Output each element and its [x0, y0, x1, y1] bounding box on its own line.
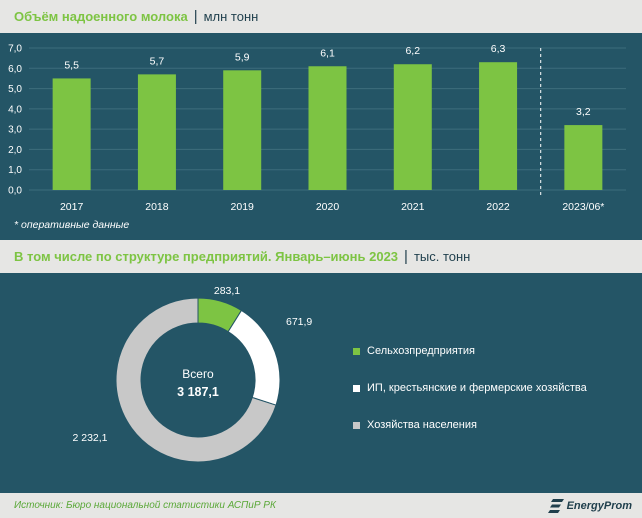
donut-chart: 283,1 671,9 2 232,1 Всего 3 187,1 — [72, 285, 312, 463]
source-text: Источник: Бюро национальной статистики А… — [14, 500, 276, 511]
slice-value-label: 671,9 — [286, 316, 312, 328]
x-tick-label: 2020 — [316, 201, 340, 213]
y-tick-label: 0,0 — [8, 186, 22, 197]
chart-unit: млн тонн — [203, 9, 259, 24]
bar — [479, 62, 518, 191]
donut-slice — [227, 309, 281, 406]
donut-slice — [115, 297, 277, 463]
y-tick-label: 6,0 — [8, 64, 22, 75]
brand-logo: EnergyProm — [547, 498, 632, 513]
bar — [223, 70, 262, 190]
y-tick-label: 2,0 — [8, 145, 22, 156]
y-tick-label: 3,0 — [8, 125, 22, 136]
section-unit: тыс. тонн — [413, 249, 471, 264]
x-tick-label: 2023/06* — [562, 201, 604, 213]
data-label: 5,9 — [235, 51, 250, 63]
data-label: 6,2 — [405, 45, 420, 57]
section-title-bar: В том числе по структуре предприятий. Ян… — [0, 240, 642, 273]
legend-label: Сельхозпредприятия — [367, 345, 475, 357]
x-tick-label: 2021 — [401, 201, 425, 213]
slice-value-label: 2 232,1 — [72, 432, 107, 444]
energyprom-icon — [547, 498, 564, 513]
legend-item-agri: Сельхозпредприятия — [353, 345, 475, 357]
section-separator: | — [404, 248, 408, 265]
y-tick-label: 7,0 — [8, 44, 22, 55]
donut-center-value: 3 187,1 — [177, 385, 219, 399]
x-tick-label: 2022 — [486, 201, 510, 213]
chart-title-bar: Объём надоенного молока | млн тонн — [0, 0, 642, 33]
brand-name: EnergyProm — [566, 499, 632, 512]
bar — [393, 64, 432, 190]
y-tick-label: 1,0 — [8, 165, 22, 176]
legend-swatch-grey — [353, 421, 360, 429]
legend-label: ИП, крестьянские и фермерские хозяйства — [367, 382, 587, 394]
chart-title: Объём надоенного молока — [14, 9, 188, 24]
donut-center-label: Всего — [182, 367, 214, 381]
y-tick-label: 5,0 — [8, 84, 22, 95]
footnote: * оперативные данные — [14, 219, 130, 231]
y-tick-label: 4,0 — [8, 104, 22, 115]
data-label: 6,3 — [491, 43, 506, 55]
data-label: 3,2 — [576, 106, 591, 118]
x-tick-label: 2019 — [231, 201, 255, 213]
legend-item-households: Хозяйства населения — [353, 419, 477, 431]
legend-label: Хозяйства населения — [367, 419, 477, 431]
x-tick-label: 2017 — [60, 201, 84, 213]
bar — [308, 66, 347, 190]
bar — [52, 78, 91, 190]
title-separator: | — [193, 8, 198, 25]
slice-value-label: 283,1 — [214, 285, 240, 297]
data-label: 6,1 — [320, 47, 335, 59]
bar-chart: 0,0 1,0 2,0 3,0 4,0 5,0 6,0 7,0 5,5 2017 5,7 2018 5,… — [8, 43, 626, 213]
data-label: 5,5 — [64, 59, 79, 71]
legend-item-farms: ИП, крестьянские и фермерские хозяйства — [353, 382, 587, 394]
data-label: 5,7 — [150, 55, 165, 67]
bar — [137, 74, 176, 190]
bar — [564, 125, 603, 190]
legend-swatch-green — [353, 347, 360, 355]
section-title: В том числе по структуре предприятий. Ян… — [14, 249, 399, 264]
legend-swatch-white — [353, 384, 360, 392]
x-tick-label: 2018 — [145, 201, 169, 213]
footer-bar: Источник: Бюро национальной статистики А… — [0, 493, 642, 518]
